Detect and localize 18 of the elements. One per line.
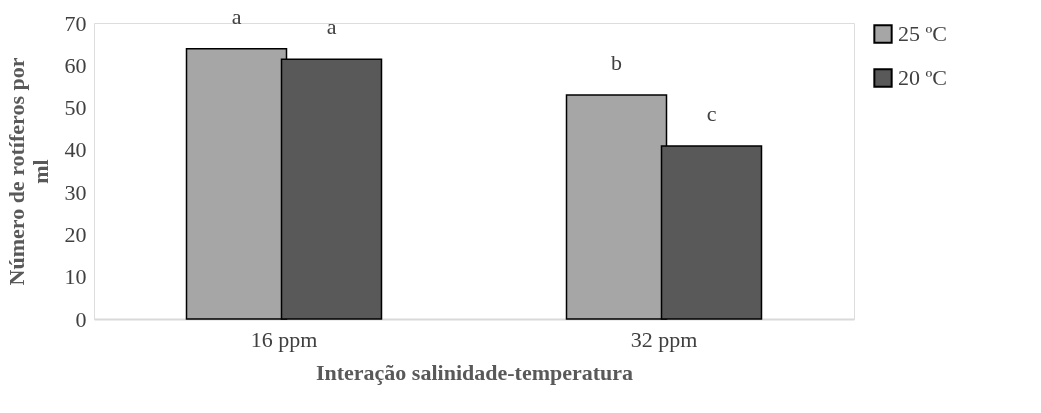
legend-label: 20 ºC (898, 65, 947, 90)
annotation: a (231, 3, 242, 29)
annotation: c (706, 101, 717, 127)
x-axis-title: Interação salinidade-temperatura (315, 359, 634, 385)
legend-label: 25 ºC (898, 21, 947, 46)
y-tick-label: 30 (64, 179, 87, 205)
y-tick-label: 40 (64, 137, 87, 163)
y-tick-label: 20 (64, 221, 87, 247)
x-tick-label: 16 ppm (250, 326, 318, 352)
annotation: a (326, 14, 337, 40)
y-tick-label: 10 (64, 264, 87, 290)
annotation: b (611, 49, 622, 75)
y-tick-label: 60 (64, 52, 87, 78)
y-tick-label: 70 (64, 10, 87, 36)
y-tick-label: 50 (64, 95, 87, 121)
x-tick-label: 32 ppm (630, 326, 698, 352)
y-tick-label: 0 (75, 306, 87, 332)
y-axis-title: Número de rotíferos por ml (3, 57, 53, 286)
